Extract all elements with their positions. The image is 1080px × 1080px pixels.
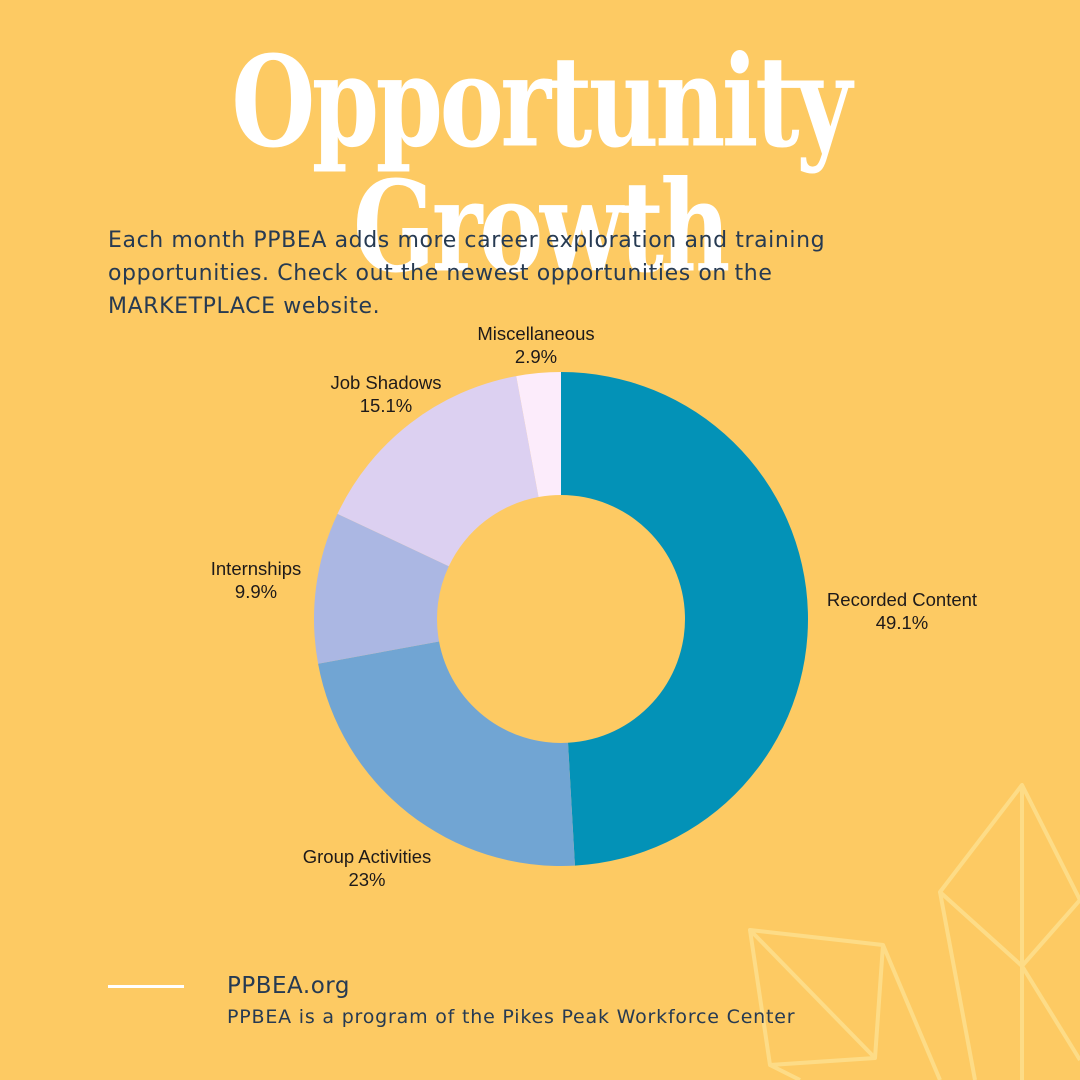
intro-paragraph: Each month PPBEA adds more career explor… [108, 224, 868, 323]
donut-slice-job-shadows [337, 376, 539, 567]
donut-slice-group-activities [318, 641, 575, 866]
slice-label-miscellaneous: Miscellaneous 2.9% [477, 322, 594, 368]
page-title: Opportunity Growth [231, 28, 852, 301]
slice-label-value: 9.9% [234, 581, 278, 602]
slice-label-recorded-content: Recorded Content 49.1% [827, 588, 977, 634]
intro-line: opportunities. Check out the newest oppo… [108, 261, 773, 286]
slice-label-name: Miscellaneous [477, 323, 595, 344]
slice-label-internships: Internships 9.9% [211, 557, 302, 603]
slice-label-group-activities: Group Activities 23% [303, 845, 432, 891]
slice-label-value: 2.9% [514, 346, 558, 367]
slice-label-value: 49.1% [875, 612, 929, 633]
slice-label-name: Group Activities [302, 846, 432, 867]
intro-line: MARKETPLACE website. [108, 294, 381, 319]
slice-label-name: Internships [210, 558, 302, 579]
footer-url: PPBEA.org [227, 973, 350, 999]
slice-label-value: 23% [348, 869, 386, 890]
footer-tagline: PPBEA is a program of the Pikes Peak Wor… [227, 1006, 796, 1028]
slice-label-job-shadows: Job Shadows 15.1% [330, 371, 441, 417]
slice-label-name: Job Shadows [330, 372, 442, 393]
donut-slice-miscellaneous [516, 372, 561, 498]
donut-slice-recorded-content [561, 372, 808, 866]
footer-divider [108, 985, 184, 988]
donut-slice-internships [314, 513, 449, 664]
intro-line: Each month PPBEA adds more career explor… [108, 228, 826, 253]
slice-label-value: 15.1% [359, 395, 413, 416]
slice-label-name: Recorded Content [826, 589, 978, 610]
